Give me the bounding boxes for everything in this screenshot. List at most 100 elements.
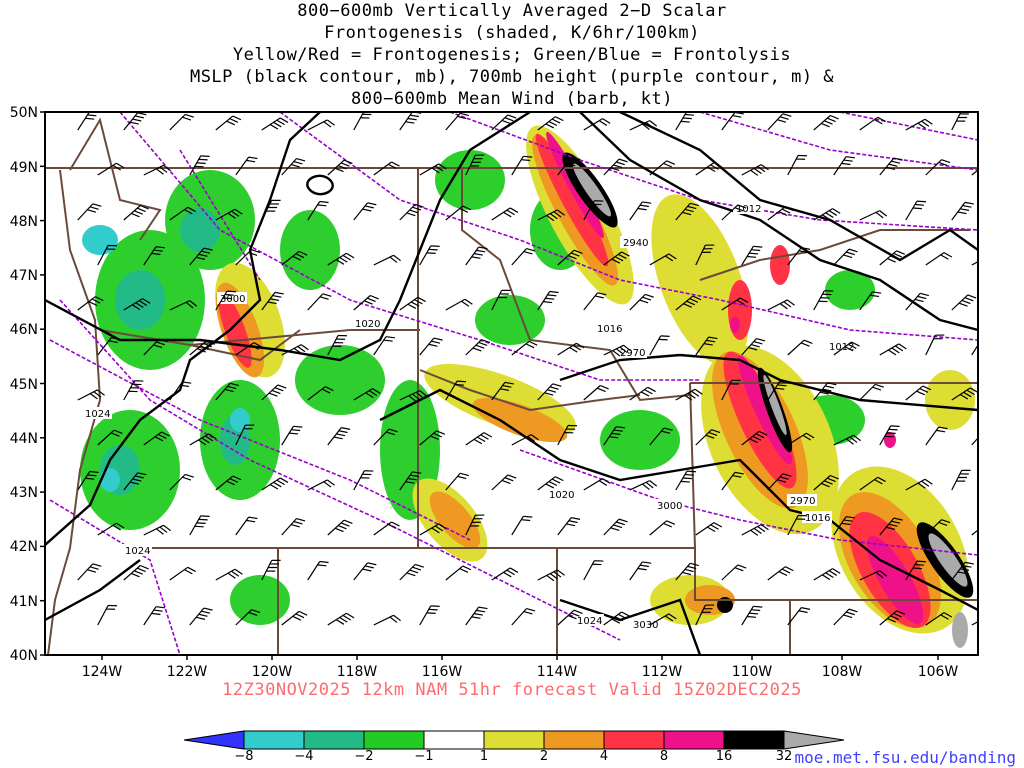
wind-barb xyxy=(445,472,469,491)
mslp-label: 1016 xyxy=(802,511,832,524)
wind-barb xyxy=(925,159,951,176)
wind-barb xyxy=(491,567,519,581)
wind-barb xyxy=(833,434,861,446)
pacific-coast xyxy=(47,169,102,655)
wind-barb xyxy=(813,208,841,221)
wind-barb xyxy=(649,427,673,446)
wind-barb xyxy=(721,297,749,311)
wind-barb xyxy=(281,158,306,176)
wind-barb xyxy=(557,517,581,536)
contour-label-layer: 1012 1016 1012 1020 1024 1020 1016 1024 … xyxy=(82,202,856,631)
lon-label: 112W xyxy=(642,664,683,680)
wind-barb xyxy=(123,380,144,401)
wind-barb xyxy=(465,606,488,626)
wind-barb xyxy=(373,428,398,446)
wind-barb xyxy=(603,426,625,446)
wind-barb xyxy=(169,473,194,491)
lat-label: 41N xyxy=(10,594,38,610)
wind-barb xyxy=(143,431,170,446)
wind-barb xyxy=(511,155,533,176)
wind-barb xyxy=(77,470,99,491)
lon-label: 124W xyxy=(82,664,123,680)
wind-barb xyxy=(629,561,652,581)
colorbar-segment xyxy=(483,730,545,750)
wind-barb xyxy=(859,570,888,581)
lat-label: 46N xyxy=(10,322,38,338)
wind-barb xyxy=(215,382,239,401)
wind-barb xyxy=(491,289,511,311)
wind-barb xyxy=(465,246,488,266)
wind-barb xyxy=(445,380,466,401)
wind-barb xyxy=(557,157,581,176)
wind-barb xyxy=(813,114,839,131)
wind-barb xyxy=(557,342,585,356)
title-line-1: 800−600mb Vertically Averaged 2−D Scalar xyxy=(297,1,727,21)
svg-text:1016: 1016 xyxy=(597,324,622,335)
wind-barb xyxy=(649,160,676,176)
wind-barb xyxy=(235,156,258,176)
lon-label: 108W xyxy=(822,664,863,680)
wind-barb xyxy=(537,290,559,311)
wind-barb xyxy=(419,523,447,536)
colorbar-segment xyxy=(603,730,665,750)
wind-barb xyxy=(353,470,374,491)
snake-river xyxy=(419,369,641,412)
wind-barb xyxy=(813,382,837,401)
wind-barb xyxy=(327,159,353,176)
wind-barb xyxy=(879,157,903,176)
colorbar-label: −2 xyxy=(354,749,373,764)
source-credit-link[interactable]: moe.met.fsu.edu/banding xyxy=(794,748,1016,767)
wind-barb xyxy=(629,386,656,401)
wind-barb xyxy=(77,203,102,221)
wind-barb xyxy=(123,112,147,131)
svg-text:1020: 1020 xyxy=(355,319,380,330)
wind-barb xyxy=(235,516,258,536)
wind-barb xyxy=(971,520,978,536)
colorbar-min-arrow xyxy=(183,730,245,750)
wind-barb xyxy=(787,607,811,626)
wind-barb xyxy=(215,208,243,221)
wind-barb xyxy=(629,480,658,491)
wind-barb xyxy=(261,291,284,311)
wind-barb xyxy=(833,608,858,626)
wind-barb xyxy=(399,203,424,221)
puget-sound xyxy=(69,117,162,241)
colorbar-segment xyxy=(303,730,365,750)
wind-barb xyxy=(557,609,583,626)
wind-barb xyxy=(767,380,789,401)
wind-barb xyxy=(327,519,353,536)
wind-barb xyxy=(465,154,485,176)
colorbar-label: 1 xyxy=(480,749,488,764)
wind-barb xyxy=(399,296,426,311)
wind-barb xyxy=(189,247,213,266)
axis-ticks xyxy=(40,111,939,660)
wind-barb xyxy=(675,470,696,491)
wind-barb xyxy=(235,249,261,266)
wind-barb xyxy=(373,161,400,176)
svg-text:1012: 1012 xyxy=(736,204,761,215)
wind-barb xyxy=(767,566,794,581)
wind-barb xyxy=(465,432,493,446)
wind-barb xyxy=(879,250,906,266)
wind-barb xyxy=(491,207,519,221)
wind-barb xyxy=(859,210,888,221)
height-label: 3030 xyxy=(630,618,660,631)
wind-barb xyxy=(353,112,372,131)
wind-barb xyxy=(583,118,611,131)
wind-barb xyxy=(445,205,472,221)
wind-barb xyxy=(905,118,933,131)
wind-barb xyxy=(603,518,628,536)
wind-barb xyxy=(399,390,428,402)
wind-barb xyxy=(951,294,977,311)
wind-barb xyxy=(143,338,168,356)
colorbar-segment xyxy=(423,730,485,750)
wind-barb xyxy=(833,156,855,176)
wind-barb xyxy=(767,113,792,131)
lat-label: 47N xyxy=(10,268,38,284)
wind-barb xyxy=(767,473,792,491)
wind-barb xyxy=(583,560,604,581)
mslp-label: 1024 xyxy=(574,614,604,627)
wind-barb xyxy=(971,254,978,266)
wind-barb xyxy=(419,163,447,176)
wind-barb xyxy=(557,424,577,446)
